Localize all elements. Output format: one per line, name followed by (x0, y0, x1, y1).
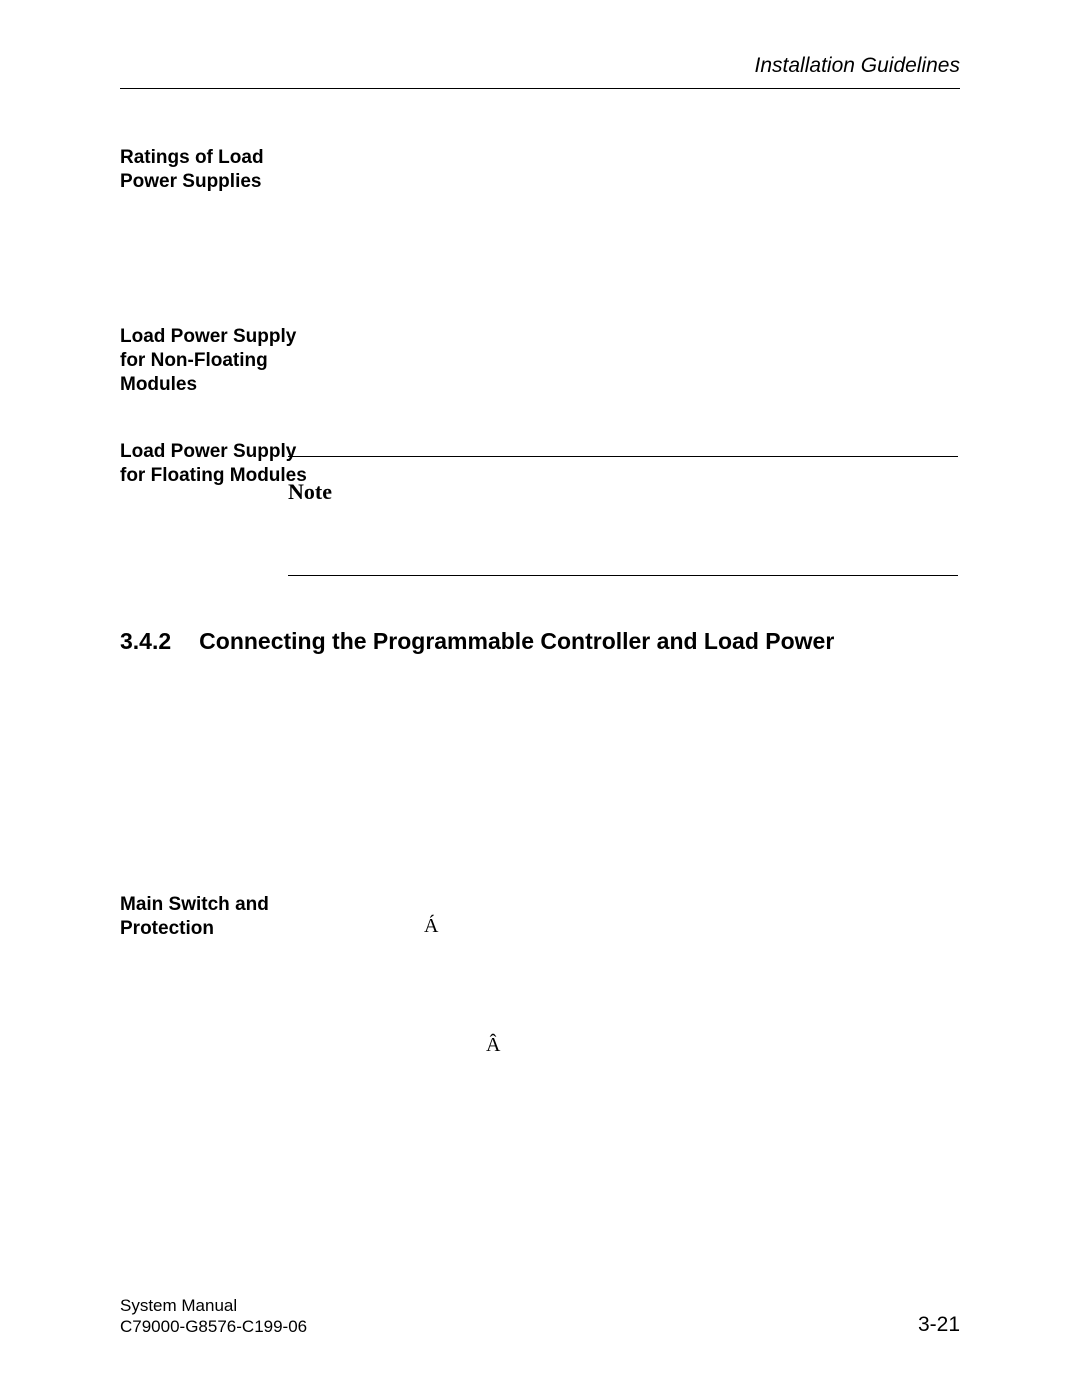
header-rule (120, 88, 960, 89)
note-box: Note (288, 456, 958, 576)
margin-heading-mainswitch: Main Switch and Protection (120, 893, 310, 941)
margin-heading-floating: Load Power Supply for Floating Modules (120, 440, 310, 488)
note-bottom-rule (288, 575, 958, 576)
margin-heading-nonfloating: Load Power Supply for Non-Floating Modul… (120, 325, 310, 396)
page: Installation Guidelines Ratings of Load … (0, 0, 1080, 1397)
header-title: Installation Guidelines (120, 54, 960, 84)
page-header: Installation Guidelines (120, 54, 960, 89)
section-title: Connecting the Programmable Controller a… (199, 628, 834, 655)
footer-page-number: 3-21 (918, 1313, 960, 1337)
symbol-1: Á (424, 915, 438, 938)
footer-manual-title: System Manual (120, 1295, 307, 1316)
footer-doc-code: C79000-G8576-C199-06 (120, 1316, 307, 1337)
page-footer: System Manual C79000-G8576-C199-06 3-21 (120, 1295, 960, 1338)
footer-left: System Manual C79000-G8576-C199-06 (120, 1295, 307, 1338)
margin-heading-ratings: Ratings of Load Power Supplies (120, 146, 310, 194)
note-top-rule (288, 456, 958, 457)
symbol-2: Â (486, 1034, 500, 1057)
section-heading: 3.4.2 Connecting the Programmable Contro… (120, 628, 960, 655)
note-label: Note (288, 479, 958, 505)
section-number: 3.4.2 (120, 628, 171, 655)
